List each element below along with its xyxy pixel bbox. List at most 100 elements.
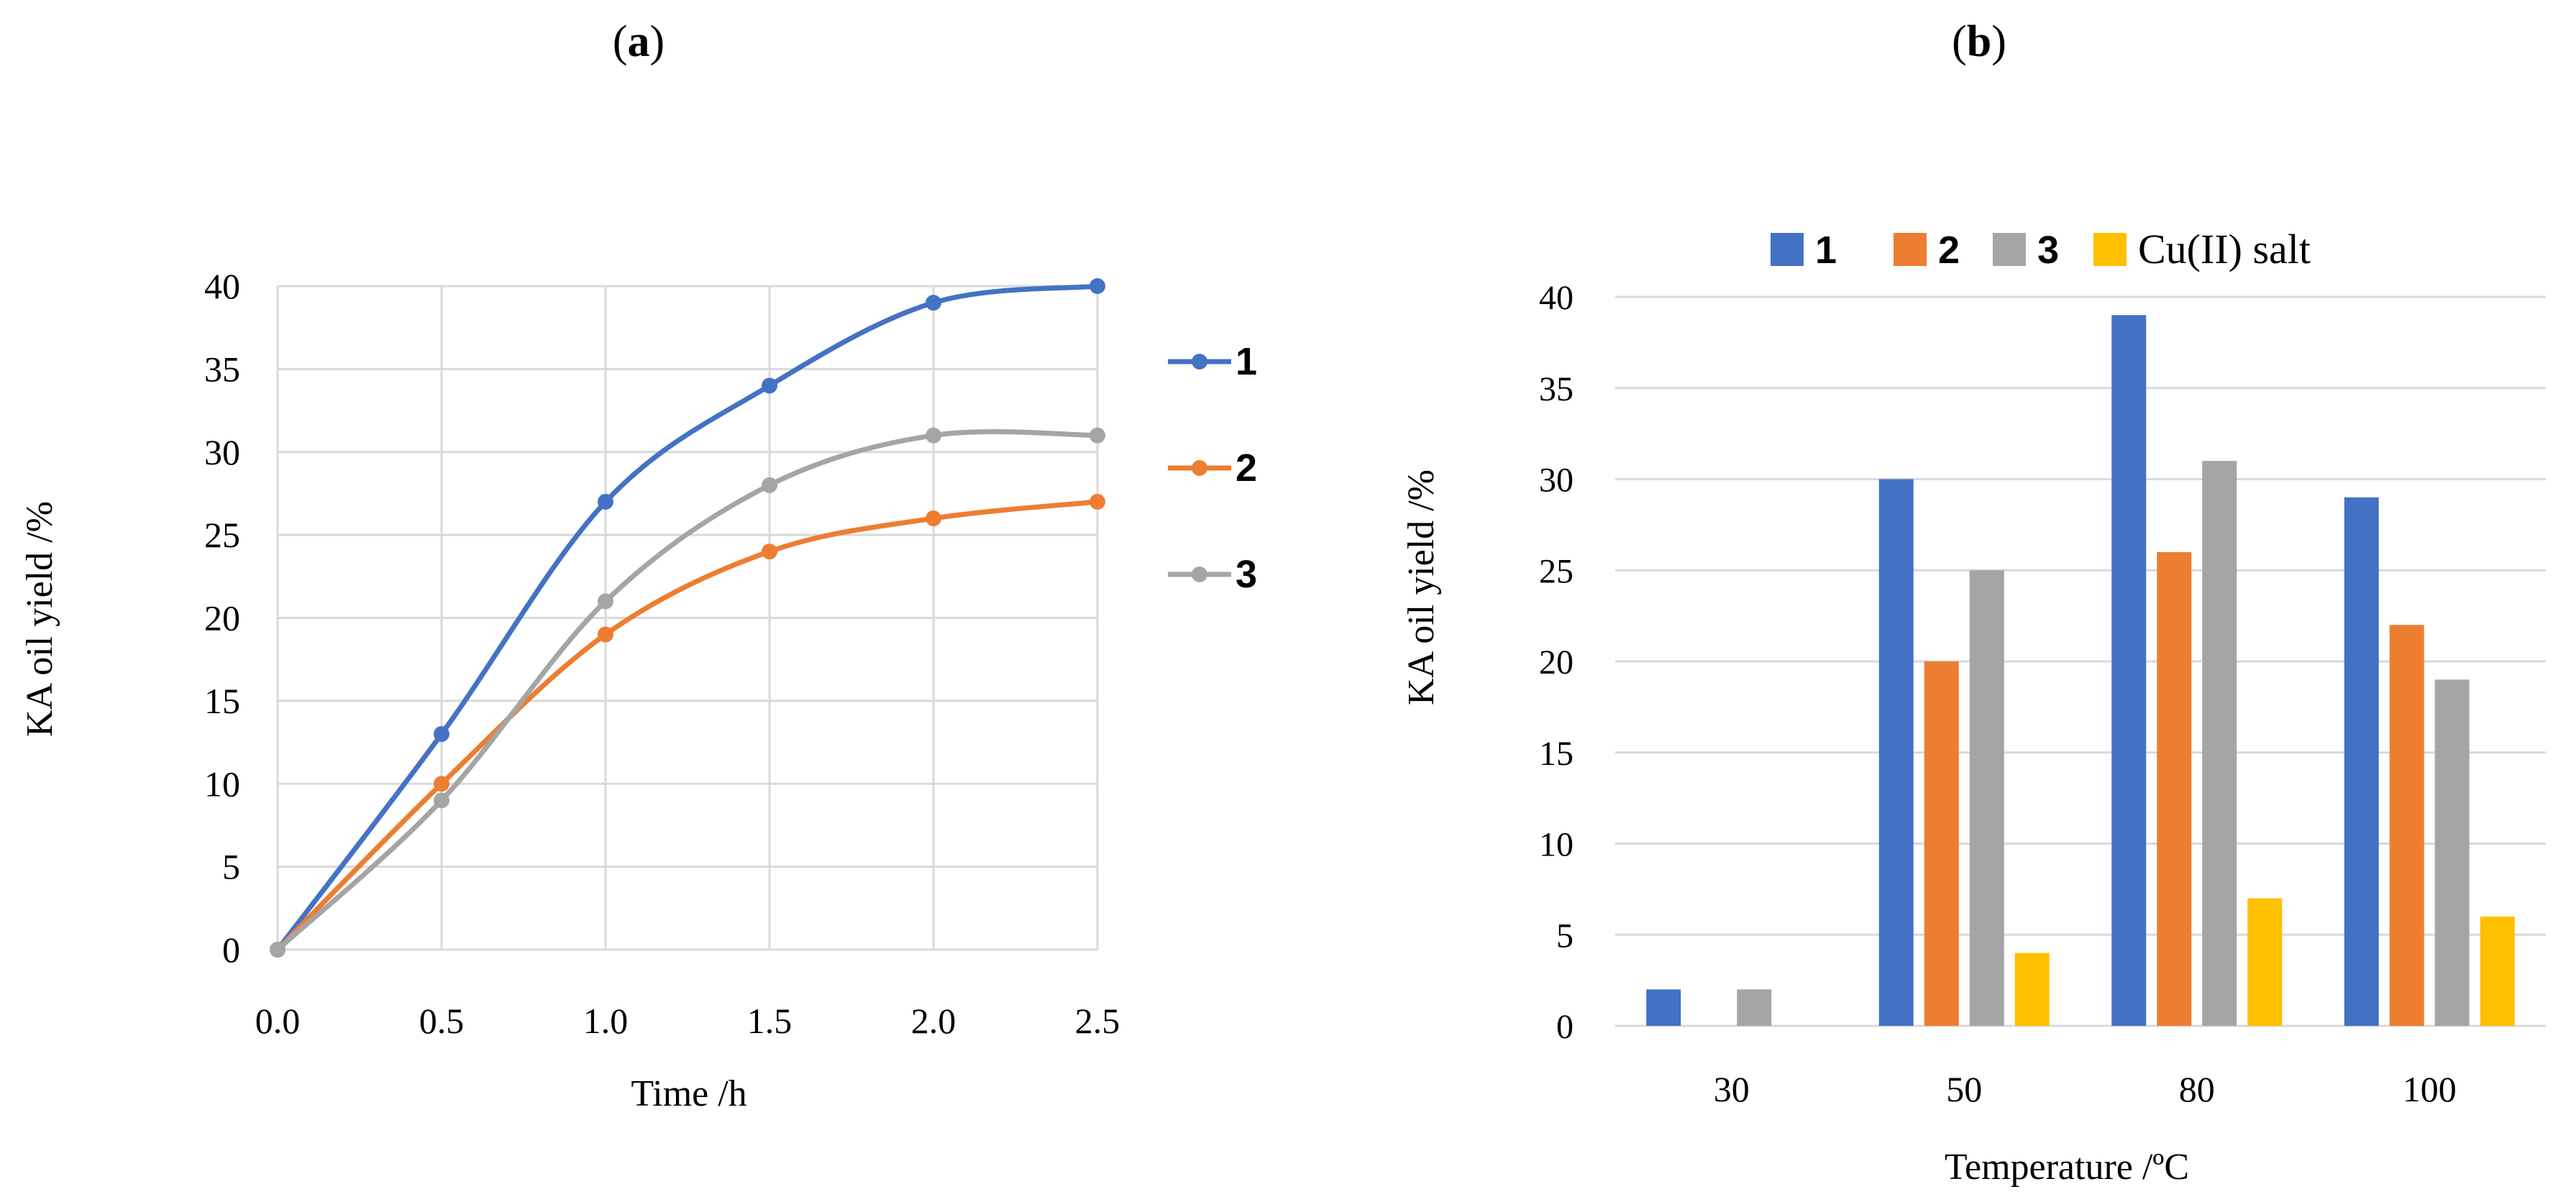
b-x-tick-label: 30 [1714, 1069, 1750, 1109]
b-bar-3-80 [2202, 461, 2237, 1026]
b-x-tick-label: 50 [1946, 1069, 1982, 1109]
a-data-point-3 [270, 942, 286, 958]
b-y-tick-labels: 0 5 10 15 20 25 30 35 40 [1539, 279, 1574, 1046]
a-series-line-2 [275, 499, 1100, 953]
b-bar-1-30 [1646, 989, 1681, 1026]
b-legend-swatch [1993, 233, 2026, 266]
a-legend-entry-1: 1 [1168, 340, 1257, 383]
a-data-point-3 [926, 427, 941, 444]
a-x-tick-label: 0.0 [255, 1001, 301, 1041]
b-bar-3-100 [2434, 679, 2470, 1026]
a-legend-label: 3 [1236, 553, 1257, 596]
b-y-tick-label: 10 [1539, 826, 1574, 864]
a-series-2 [270, 493, 1105, 958]
b-bar-cu-ii-salt-50 [2014, 953, 2050, 1026]
a-x-axis-title: Time /h [631, 1073, 746, 1114]
a-x-tick-label: 1.0 [583, 1001, 629, 1041]
b-x-tick-label: 100 [2403, 1069, 2457, 1109]
b-legend: 1 2 3 Cu(II) salt [1771, 226, 2311, 272]
a-data-point-1 [926, 295, 941, 311]
b-bar-1-50 [1878, 479, 1914, 1026]
b-y-tick-label: 0 [1556, 1008, 1574, 1046]
panel-label-a: (a) [613, 17, 664, 66]
b-bar-2-100 [2389, 625, 2424, 1026]
a-x-tick-label: 2.0 [911, 1001, 956, 1041]
b-y-tick-label: 20 [1539, 643, 1574, 682]
b-legend-label: Cu(II) salt [2138, 226, 2311, 272]
a-y-tick-label: 25 [204, 515, 240, 555]
b-legend-label: 2 [1938, 229, 1960, 272]
a-data-point-3 [434, 792, 449, 809]
a-data-point-2 [926, 510, 941, 527]
a-series-line-3 [275, 429, 1100, 953]
b-bar-3-30 [1737, 989, 1772, 1026]
a-data-point-3 [762, 477, 777, 493]
a-data-point-2 [434, 776, 449, 792]
a-legend-marker [1192, 460, 1207, 476]
b-y-tick-label: 35 [1539, 370, 1574, 408]
b-bars-group [1646, 315, 2515, 1027]
a-series-3 [270, 427, 1105, 958]
a-x-tick-label: 0.5 [419, 1001, 465, 1041]
a-y-tick-labels: 0 5 10 15 20 25 30 35 40 [204, 266, 240, 970]
b-legend-label: 3 [2037, 229, 2059, 272]
a-legend: 1 2 3 [1168, 340, 1257, 596]
a-data-point-1 [598, 493, 613, 510]
a-gridlines [276, 285, 1099, 951]
a-y-tick-label: 20 [204, 598, 240, 638]
a-legend-marker [1192, 354, 1207, 370]
b-bar-3-50 [1969, 570, 2004, 1026]
b-bar-cu-ii-salt-80 [2247, 898, 2283, 1026]
a-legend-entry-3: 3 [1168, 553, 1257, 596]
b-bar-cu-ii-salt-100 [2480, 916, 2515, 1026]
b-y-tick-label: 40 [1539, 279, 1574, 317]
b-bar-1-100 [2344, 497, 2379, 1026]
a-data-point-3 [598, 593, 613, 610]
b-bar-2-80 [2157, 551, 2192, 1026]
a-y-tick-label: 0 [222, 930, 240, 970]
b-bar-2-50 [1924, 661, 1959, 1026]
b-y-tick-label: 25 [1539, 552, 1574, 590]
panel-label-b: (b) [1952, 17, 2006, 66]
b-y-tick-label: 15 [1539, 735, 1574, 773]
a-data-point-1 [434, 726, 449, 743]
b-legend-entry: 3 [1993, 229, 2059, 272]
a-data-point-2 [762, 543, 777, 560]
a-y-tick-label: 35 [204, 349, 240, 389]
b-y-axis-title: KA oil yield /% [1401, 469, 1442, 705]
b-y-tick-label: 30 [1539, 462, 1574, 500]
a-y-tick-label: 5 [222, 847, 240, 887]
a-x-tick-label: 1.5 [747, 1001, 793, 1041]
a-y-tick-label: 10 [204, 763, 240, 804]
b-x-tick-labels: 30 50 80 100 [1714, 1069, 2457, 1109]
a-y-tick-label: 15 [204, 681, 240, 721]
a-data-point-2 [1090, 493, 1105, 510]
b-x-tick-label: 80 [2179, 1069, 2215, 1109]
a-y-tick-label: 40 [204, 266, 240, 306]
b-legend-entry: 2 [1894, 229, 1960, 272]
a-legend-label: 2 [1236, 446, 1257, 490]
b-legend-entry: Cu(II) salt [2093, 226, 2311, 272]
a-legend-label: 1 [1236, 340, 1257, 383]
a-data-point-1 [1090, 278, 1105, 294]
a-data-point-3 [1090, 427, 1105, 444]
a-y-tick-label: 30 [204, 432, 240, 472]
b-legend-swatch [1894, 233, 1927, 266]
a-x-tick-labels: 0.0 0.5 1.0 1.5 2.0 2.5 [255, 1001, 1120, 1041]
b-legend-swatch [1771, 233, 1804, 266]
b-legend-entry: 1 [1771, 229, 1837, 272]
a-legend-marker [1192, 566, 1207, 582]
a-series-group [270, 278, 1105, 958]
bar-chart-b: 0 5 10 15 20 25 30 35 40 30 50 80 100 1 2 3 Cu(II) sal… [1401, 226, 2546, 1188]
b-legend-label: 1 [1815, 229, 1837, 272]
b-y-tick-label: 5 [1556, 917, 1574, 955]
b-legend-swatch [2093, 233, 2127, 266]
a-data-point-2 [598, 626, 613, 643]
a-y-axis-title: KA oil yield /% [19, 501, 60, 737]
a-data-point-1 [762, 377, 777, 394]
a-legend-entry-2: 2 [1168, 446, 1257, 490]
b-x-axis-title: Temperature /ºC [1945, 1147, 2189, 1188]
